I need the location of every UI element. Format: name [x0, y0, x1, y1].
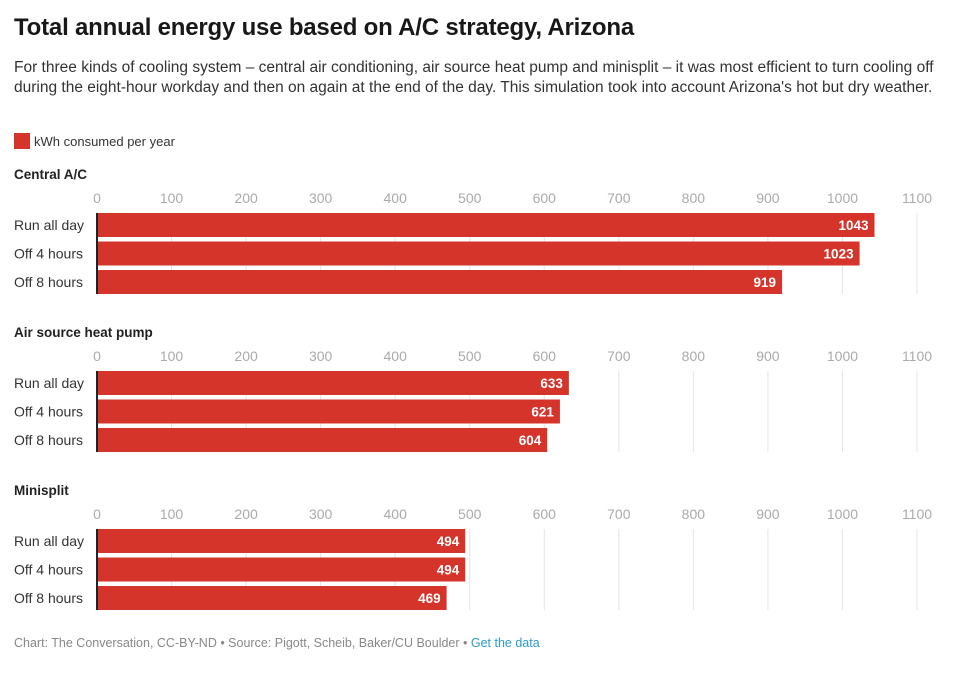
- category-label: Off 8 hours: [14, 590, 83, 606]
- chart-panel: Minisplit 0 100 200 300 400 500 600 700 800 900 100…: [14, 483, 932, 610]
- x-tick-label: 700: [607, 190, 631, 206]
- x-tick-label: 200: [234, 506, 258, 522]
- bar: [98, 557, 466, 582]
- x-tick-label: 600: [533, 506, 557, 522]
- x-tick-label: 800: [682, 190, 706, 206]
- data-label: 469: [418, 591, 441, 606]
- x-tick-label: 300: [309, 506, 333, 522]
- panel-title: Air source heat pump: [14, 325, 153, 340]
- x-tick-label: 600: [533, 348, 557, 364]
- category-label: Run all day: [14, 375, 84, 391]
- bar: [98, 529, 466, 553]
- get-the-data-link[interactable]: Get the data: [470, 636, 540, 650]
- x-tick-label: 100: [160, 348, 184, 364]
- chart-title: Total annual energy use based on A/C str…: [14, 14, 634, 41]
- x-tick-label: 500: [458, 190, 482, 206]
- legend-label: kWh consumed per year: [34, 133, 175, 149]
- x-tick-label: 1000: [827, 506, 858, 522]
- x-tick-label: 600: [533, 190, 557, 206]
- x-tick-label: 1100: [902, 348, 932, 364]
- chart-subtitle: For three kinds of cooling system – cent…: [14, 59, 934, 96]
- x-tick-label: 400: [384, 506, 408, 522]
- x-tick-label: 900: [756, 348, 780, 364]
- x-tick-label: 0: [93, 348, 101, 364]
- x-tick-label: 400: [384, 348, 408, 364]
- bar: [98, 399, 560, 424]
- bar: [98, 241, 860, 266]
- x-tick-label: 1100: [902, 506, 932, 522]
- bar: [98, 213, 875, 237]
- data-label: 621: [531, 405, 554, 420]
- x-tick-label: 900: [756, 506, 780, 522]
- data-label: 633: [540, 376, 563, 391]
- category-label: Off 4 hours: [14, 404, 83, 420]
- panel-title: Central A/C: [14, 167, 87, 182]
- panel-title: Minisplit: [14, 483, 69, 498]
- x-tick-label: 1100: [902, 190, 932, 206]
- x-tick-label: 200: [234, 190, 258, 206]
- data-label: 919: [754, 275, 777, 290]
- category-label: Run all day: [14, 533, 84, 549]
- x-tick-label: 100: [160, 190, 184, 206]
- data-label: 1043: [838, 218, 869, 233]
- x-tick-label: 1000: [827, 190, 858, 206]
- x-tick-label: 700: [607, 506, 631, 522]
- category-label: Run all day: [14, 217, 84, 233]
- x-tick-label: 100: [160, 506, 184, 522]
- data-label: 494: [437, 563, 460, 578]
- category-label: Off 8 hours: [14, 274, 83, 290]
- chart-panel: Central A/C 0 100 200 300 400 500 600 700 800 900 1…: [14, 167, 932, 294]
- legend-swatch: [14, 133, 30, 149]
- x-tick-label: 1000: [827, 348, 858, 364]
- x-tick-label: 200: [234, 348, 258, 364]
- footer-credit: Chart: The Conversation, CC-BY-ND • Sour…: [14, 636, 471, 650]
- x-tick-label: 800: [682, 348, 706, 364]
- bar: [98, 428, 548, 452]
- x-tick-label: 300: [309, 190, 333, 206]
- x-tick-label: 500: [458, 506, 482, 522]
- legend: kWh consumed per year: [14, 133, 175, 149]
- x-tick-label: 300: [309, 348, 333, 364]
- category-label: Off 8 hours: [14, 432, 83, 448]
- x-tick-label: 0: [93, 190, 101, 206]
- data-label: 604: [519, 433, 542, 448]
- bar: [98, 371, 569, 395]
- x-tick-label: 700: [607, 348, 631, 364]
- x-tick-label: 0: [93, 506, 101, 522]
- x-tick-label: 900: [756, 190, 780, 206]
- bar: [98, 270, 783, 294]
- category-label: Off 4 hours: [14, 246, 83, 262]
- data-label: 1023: [824, 247, 855, 262]
- footer: Chart: The Conversation, CC-BY-ND • Sour…: [14, 636, 540, 650]
- bar: [98, 586, 447, 610]
- x-tick-label: 400: [384, 190, 408, 206]
- chart-panel: Air source heat pump 0 100 200 300 400 500 600 7…: [14, 325, 932, 452]
- x-tick-label: 500: [458, 348, 482, 364]
- x-tick-label: 800: [682, 506, 706, 522]
- category-label: Off 4 hours: [14, 562, 83, 578]
- data-label: 494: [437, 534, 460, 549]
